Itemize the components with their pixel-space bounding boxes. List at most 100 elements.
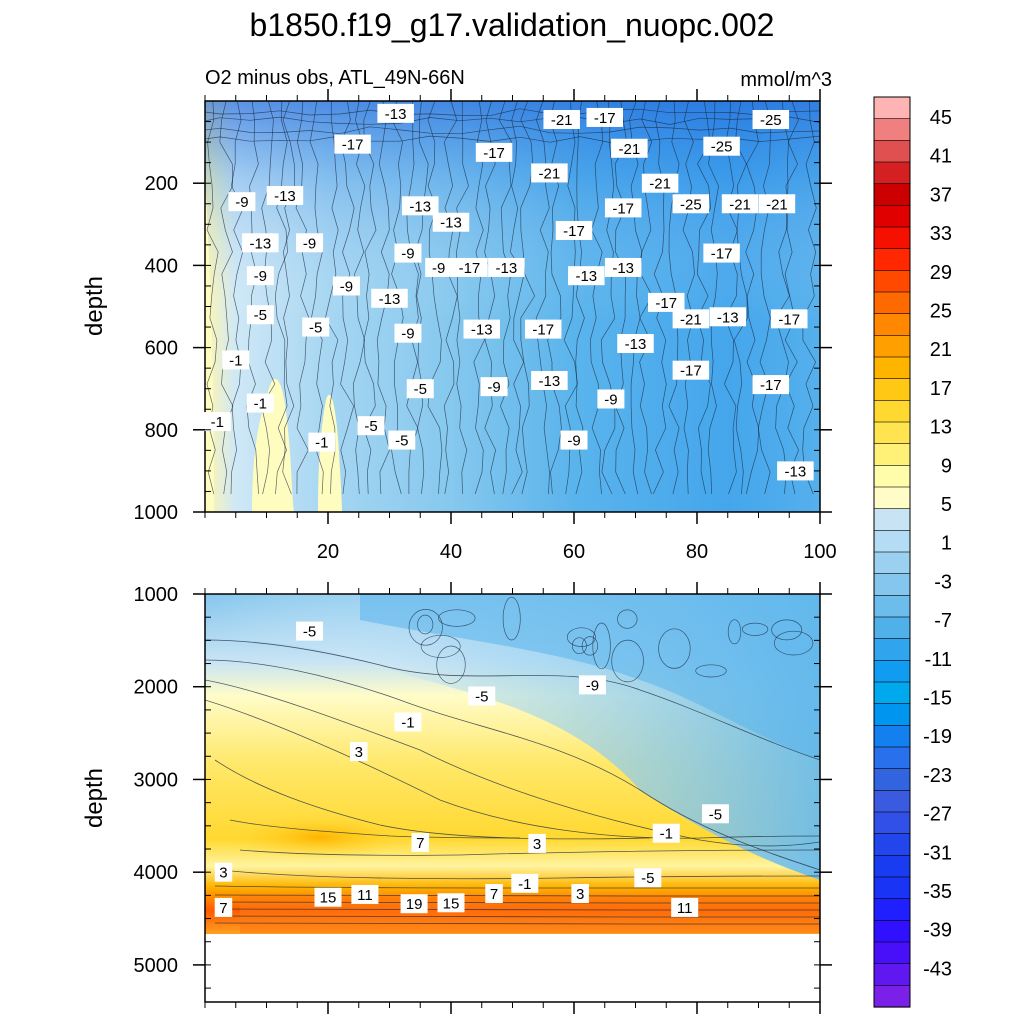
contour-label: -25 xyxy=(703,136,740,156)
colorbar-swatch xyxy=(873,681,911,705)
contour-label-text: -13 xyxy=(250,235,272,252)
contour-label-text: 11 xyxy=(357,887,373,904)
colorbar-swatch xyxy=(873,876,911,900)
contour-label-text: 7 xyxy=(219,900,227,917)
contour-label: 19 xyxy=(400,894,428,914)
contour-label: -17 xyxy=(451,257,488,277)
y-tick-label: 5000 xyxy=(134,955,179,977)
contour-label-box xyxy=(400,894,428,914)
contour-line xyxy=(658,628,691,669)
contour-label-box xyxy=(568,266,605,286)
contour-label-box xyxy=(351,884,379,904)
contour-line xyxy=(707,101,719,495)
contour-label-box xyxy=(394,243,422,263)
y-tick-label: 800 xyxy=(145,420,178,442)
colorbar-swatch xyxy=(873,595,911,618)
contour-label-box xyxy=(480,377,508,397)
contour-label-text: -21 xyxy=(619,141,641,158)
contour-label-box xyxy=(246,305,274,325)
colorbar-swatch xyxy=(873,183,911,206)
y-tick-label: 600 xyxy=(145,338,178,360)
contour-label-box xyxy=(485,884,503,904)
contour-line xyxy=(575,101,585,495)
contour-label-box xyxy=(617,333,654,353)
contour-line xyxy=(600,101,616,495)
contour-line xyxy=(498,101,512,495)
contour-label-box xyxy=(296,621,324,641)
colorbar-swatch xyxy=(873,616,911,640)
contour-line xyxy=(757,101,772,495)
lower-x-axis xyxy=(204,582,821,1014)
contour-line xyxy=(611,639,644,683)
contour-label: -1 xyxy=(394,712,422,732)
contour-line xyxy=(484,101,496,495)
contour-label-text: -13 xyxy=(612,260,634,277)
contour-label-text: -13 xyxy=(539,373,561,390)
colorbar-swatch xyxy=(873,811,911,835)
contour-label-box xyxy=(543,109,580,129)
contour-label: -17 xyxy=(475,142,513,162)
contour-label-box xyxy=(334,134,371,154)
contour-label: -13 xyxy=(377,103,414,123)
contour-label-text: -13 xyxy=(575,268,597,285)
colorbar-swatch xyxy=(873,400,911,423)
contour-line xyxy=(295,101,310,495)
contour-label: -9 xyxy=(394,323,422,343)
contour-label: -13 xyxy=(531,370,568,390)
contour-label: 3 xyxy=(214,862,233,882)
contour-label-text: -9 xyxy=(567,433,580,450)
contour-label: -13 xyxy=(568,266,605,286)
upper-contour-labels: -13 -21 -17 -25-17 -17 -21 -25-21-13-9 -13 -17-2… xyxy=(203,103,814,481)
contour-line xyxy=(261,101,276,495)
contour-label-box xyxy=(672,309,710,329)
contour-label-box xyxy=(371,288,408,308)
contour-line xyxy=(773,630,814,656)
contour-label: -17 xyxy=(672,360,710,380)
contour-label-text: -13 xyxy=(385,106,407,123)
contour-line xyxy=(205,639,820,761)
contour-label: -17 xyxy=(648,292,685,312)
contour-line xyxy=(614,101,628,495)
contour-line xyxy=(727,619,742,645)
contour-label-text: -25 xyxy=(711,139,733,156)
contour-label-box xyxy=(488,257,525,277)
contour-label-box xyxy=(752,375,790,395)
colorbar-swatch xyxy=(873,920,911,943)
colorbar-swatch xyxy=(873,291,911,315)
contour-label-text: 15 xyxy=(443,895,460,912)
colorbar-swatch xyxy=(873,226,911,250)
contour-line xyxy=(473,101,485,495)
contour-label: -13 xyxy=(488,257,525,277)
contour-line xyxy=(617,609,638,629)
colorbar-swatch xyxy=(873,248,911,271)
y-tick-label: 200 xyxy=(145,173,178,195)
contour-label: -17 xyxy=(525,319,562,339)
colorbar-tick-label: 29 xyxy=(930,262,952,284)
colorbar-tick-label: -23 xyxy=(923,765,952,787)
colorbar-swatch xyxy=(873,378,911,401)
contour-label: 3 xyxy=(571,884,589,904)
contour-label-text: -21 xyxy=(729,196,751,213)
contour-label-box xyxy=(246,393,274,413)
colorbar-swatch xyxy=(873,421,911,445)
colorbar-tick-label: 5 xyxy=(941,494,952,516)
contour-label-box xyxy=(721,194,759,214)
contour-label: -25 xyxy=(752,109,790,129)
colorbar-swatch xyxy=(873,313,911,336)
colorbar-swatch xyxy=(873,96,911,120)
colorbar-swatch xyxy=(873,768,911,791)
contour-line xyxy=(325,101,339,495)
contour-label-text: -9 xyxy=(401,246,414,263)
lower-panel: -5 -9 -5 -1 3 -5 -1 7 3 3 -5 -1 15 11 7 3 19 15 7 11 1000 20… xyxy=(81,582,832,1014)
upper-panel: -13 -21 -17 -25-17 -17 -21 -25-21-13-9 -13 -17-2… xyxy=(81,89,837,563)
contour-label-text: -1 xyxy=(211,414,224,431)
contour-label: -1 xyxy=(511,873,539,893)
colorbar-tick-label: 1 xyxy=(941,533,952,555)
contour-label-text: -21 xyxy=(649,176,671,193)
contour-label-box xyxy=(432,212,470,232)
contour-label-text: -5 xyxy=(641,870,654,887)
contour-label-box xyxy=(296,233,324,253)
contour-label-box xyxy=(709,307,746,327)
colorbar-swatch xyxy=(873,963,911,986)
contour-label-text: -13 xyxy=(471,322,493,339)
